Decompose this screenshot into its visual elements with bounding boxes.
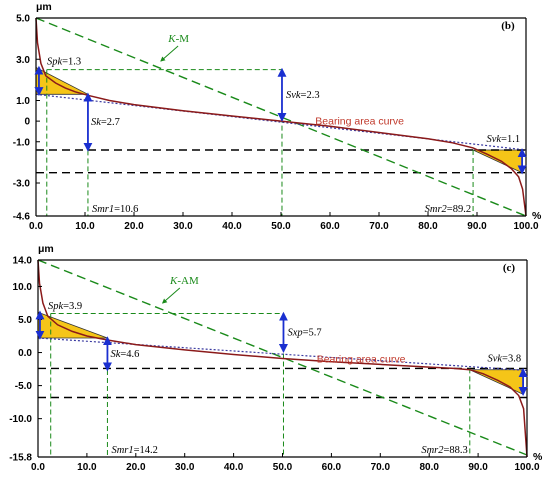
x-tick-label: 0.0 [31, 462, 45, 473]
y-tick-label: 10.0 [13, 282, 33, 293]
x-tick-label: 60.0 [322, 462, 342, 473]
sk-label: Sk=4.6 [110, 349, 139, 360]
km-pointer-arrow [160, 45, 179, 62]
chart-panel-b: 0.0 10.0 20.0 30.0 40.0 50.0 60.0 70.0 80.0 90.0 1… [13, 1, 542, 232]
x-tick-label: 100.0 [514, 462, 539, 473]
x-unit-label: % [532, 210, 542, 222]
km-line-label: K-AM [169, 275, 199, 287]
sk-label: Sk=2.7 [91, 117, 120, 128]
bearing-area-curve [35, 17, 527, 217]
x-unit-label: % [533, 451, 543, 463]
core-equivalent-line [37, 337, 528, 371]
x-tick-label: 60.0 [320, 221, 340, 232]
valley-fill-triangle [469, 369, 524, 395]
x-tick-label: 30.0 [175, 462, 195, 473]
bearing-curve-label: Bearing area curve [317, 353, 406, 365]
km-pointer-arrow [161, 287, 181, 304]
x-tick-label: 80.0 [418, 221, 438, 232]
smr1-label: Smr1=14.2 [111, 445, 157, 456]
bearing-area-curve [37, 259, 528, 458]
svk-label: Svk=1.1 [486, 134, 520, 145]
valley-fill-triangle [472, 149, 523, 174]
x-tick-label: 70.0 [369, 221, 389, 232]
km-diagonal-line [37, 259, 528, 456]
x-tick-label: 40.0 [222, 221, 242, 232]
panel-label: (c) [503, 262, 516, 274]
mid-label: Sxp=5.7 [287, 327, 321, 338]
y-tick-label: 0 [24, 117, 30, 128]
km-line-label: K-M [167, 33, 189, 45]
x-tick-label: 90.0 [467, 221, 487, 232]
y-tick-label: 1.0 [16, 96, 30, 107]
smr1-label: Smr1=10.6 [92, 204, 138, 215]
y-tick-label: 5.0 [16, 14, 30, 25]
mid-label: Svk=2.3 [286, 90, 320, 101]
x-tick-label: 40.0 [224, 462, 244, 473]
y-unit-label: μm [38, 243, 54, 255]
x-tick-label: 70.0 [371, 462, 391, 473]
y-tick-label: -5.0 [15, 381, 33, 392]
y-unit-label: μm [36, 1, 52, 13]
x-tick-label: 10.0 [75, 221, 95, 232]
x-tick-label: 80.0 [419, 462, 439, 473]
x-tick-label: 20.0 [126, 462, 146, 473]
y-tick-label: -10.0 [9, 414, 32, 425]
km-diagonal-line [35, 17, 527, 217]
x-tick-label: 30.0 [173, 221, 193, 232]
panel-label: (b) [501, 20, 515, 32]
chart-panel-c: 0.0 10.0 20.0 30.0 40.0 50.0 60.0 70.0 80.0 90.0 1… [9, 243, 543, 473]
y-tick-label: 5.0 [18, 315, 32, 326]
smr2-label: Smr2=89.2 [425, 204, 471, 215]
y-tick-label: 3.0 [16, 55, 30, 66]
y-tick-label: -4.6 [13, 212, 31, 223]
x-tick-label: 90.0 [468, 462, 488, 473]
y-tick-label: -3.0 [13, 179, 31, 190]
spk-label: Spk=3.9 [48, 301, 82, 312]
y-tick-label: 0.0 [18, 348, 32, 359]
y-tick-label: -1.0 [13, 137, 31, 148]
smr2-label: Smr2=88.3 [421, 445, 467, 456]
spk-label: Spk=1.3 [47, 57, 81, 68]
x-tick-label: 100.0 [513, 221, 538, 232]
y-tick-label: -15.8 [9, 453, 32, 464]
x-tick-label: 0.0 [29, 221, 43, 232]
x-tick-label: 50.0 [273, 462, 293, 473]
bearing-curve-label: Bearing area curve [315, 115, 404, 127]
x-tick-label: 50.0 [271, 221, 291, 232]
x-tick-label: 10.0 [77, 462, 97, 473]
x-tick-label: 20.0 [124, 221, 144, 232]
svk-label: Svk=3.8 [487, 354, 521, 365]
y-tick-label: 14.0 [13, 256, 33, 267]
